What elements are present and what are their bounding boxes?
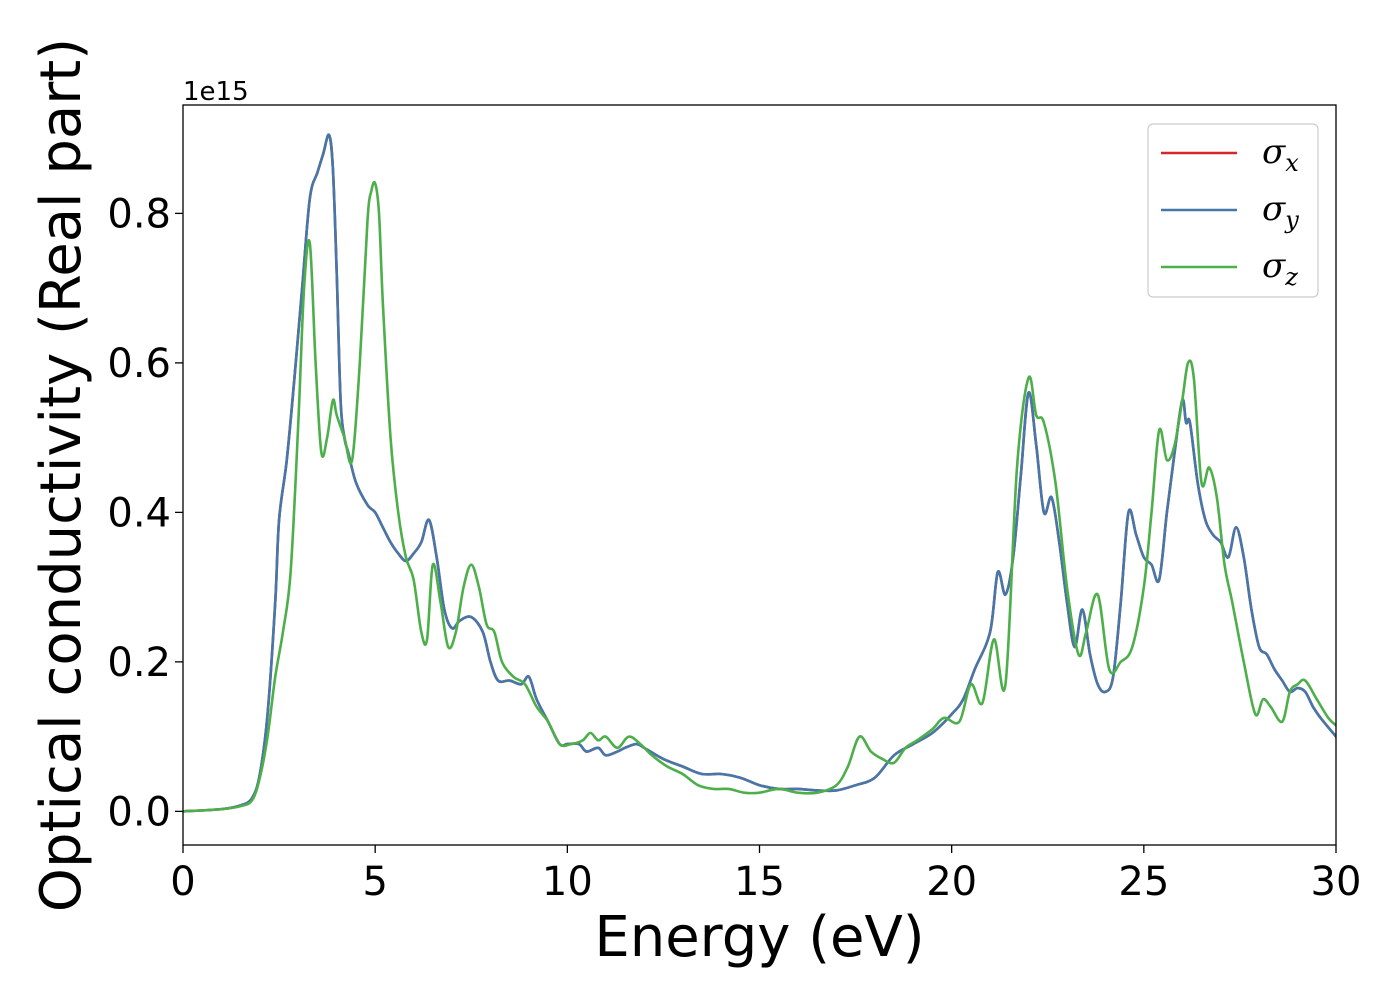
x-tick-label: 20	[926, 859, 977, 905]
legend-label-x: σx	[1262, 132, 1299, 177]
legend-label-z: σz	[1262, 246, 1298, 291]
x-tick-label: 30	[1311, 859, 1362, 905]
y-tick-label: 0.6	[107, 341, 171, 387]
y-tick-label: 0.8	[107, 191, 171, 237]
x-tick-label: 10	[542, 859, 593, 905]
y-tick-label: 0.2	[107, 640, 171, 686]
x-tick-label: 5	[362, 859, 387, 905]
y-axis-label: Optical conductivity (Real part)	[29, 38, 94, 912]
x-tick-label: 15	[734, 859, 785, 905]
legend-label-y: σy	[1262, 189, 1299, 234]
legend-subscript: x	[1285, 149, 1299, 177]
y-offset-label: 1e15	[183, 77, 249, 107]
legend-symbol: σ	[1262, 246, 1286, 286]
y-tick-label: 0.4	[107, 490, 171, 536]
x-tick-label: 25	[1118, 859, 1169, 905]
x-axis: 0 5 10 15 20 25 30	[170, 845, 1361, 905]
y-axis: 0.0 0.2 0.4 0.6 0.8	[107, 191, 183, 835]
legend-symbol: σ	[1262, 189, 1286, 229]
x-axis-label: Energy (eV)	[594, 905, 924, 970]
x-tick-label: 0	[170, 859, 195, 905]
legend-subscript: y	[1284, 206, 1299, 234]
legend-symbol: σ	[1262, 132, 1286, 172]
series-layer	[183, 133, 1336, 813]
y-tick-label: 0.0	[107, 789, 171, 835]
series-line-z	[183, 180, 1336, 813]
legend-subscript: z	[1284, 263, 1298, 291]
